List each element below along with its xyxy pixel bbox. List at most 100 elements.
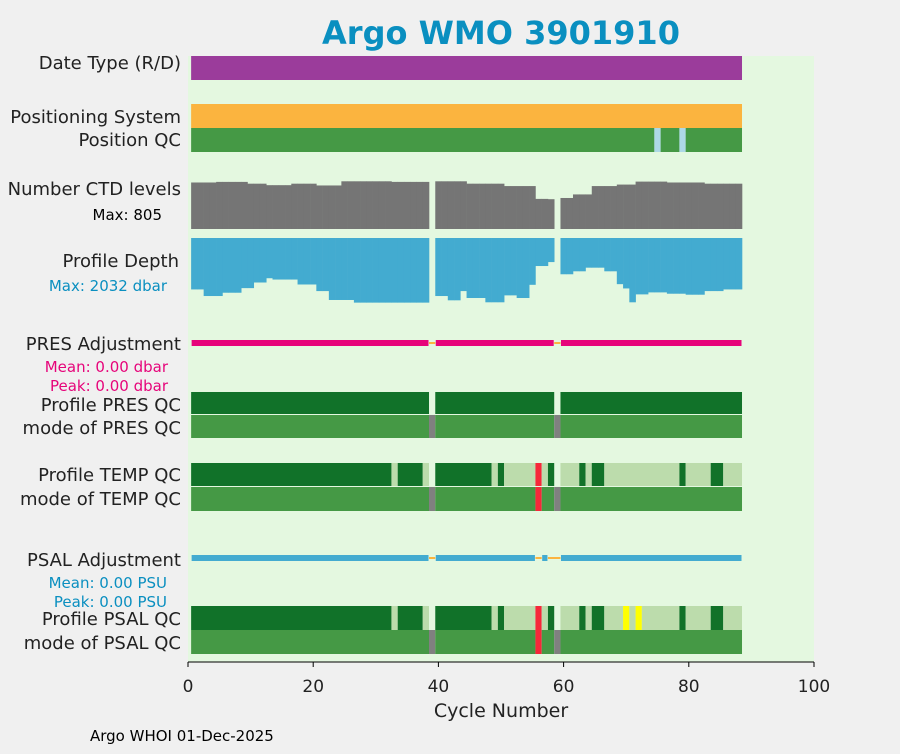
profile-psal-qc-bar xyxy=(635,606,642,630)
ctd-levels-bar xyxy=(234,181,242,229)
profile-depth-bar xyxy=(360,238,367,303)
ctd-levels-bar xyxy=(579,194,586,229)
ctd-levels-bar xyxy=(510,186,517,229)
psal-adjustment-segment xyxy=(429,557,436,559)
ctd-levels-bar xyxy=(391,181,399,229)
profile-depth-bar xyxy=(691,238,699,295)
ctd-levels-bar xyxy=(397,181,405,229)
ctd-levels-bar xyxy=(297,183,305,229)
profile-pres-qc-bar xyxy=(191,392,430,414)
profile-psal-qc-bar xyxy=(547,606,555,630)
profile-depth-bar xyxy=(347,238,355,300)
ctd-levels-bar xyxy=(316,185,323,229)
profile-depth-bar xyxy=(522,238,530,299)
ctd-levels-bar xyxy=(497,183,505,229)
profile-depth-bar xyxy=(203,238,211,297)
ctd-levels-bar xyxy=(641,181,649,229)
position-qc-bar xyxy=(685,128,743,152)
profile-depth-bar xyxy=(410,238,417,303)
ctd-levels-bar xyxy=(504,186,511,229)
profile-depth-bar xyxy=(191,238,198,290)
positioning-system-bar xyxy=(191,104,743,128)
ctd-levels-bar xyxy=(378,181,386,229)
profile-temp-qc-bar xyxy=(710,463,724,486)
ctd-levels-bar xyxy=(479,183,486,229)
x-tick-label: 60 xyxy=(553,677,575,697)
profile-temp-qc-bar xyxy=(560,463,580,486)
psal-mean-annotation: Mean: 0.00 PSU xyxy=(49,574,167,592)
label-positioning-system: Positioning System xyxy=(10,107,181,128)
profile-depth-bar xyxy=(241,238,248,289)
profile-depth-bar xyxy=(472,238,480,299)
profile-psal-qc-bar xyxy=(491,606,498,630)
profile-depth-bar xyxy=(385,238,392,303)
ctd-levels-bar xyxy=(285,185,292,229)
ctd-levels-bar xyxy=(648,181,655,229)
profile-psal-qc-bar xyxy=(535,606,542,630)
ctd-levels-bar xyxy=(485,183,492,229)
profile-depth-bar xyxy=(735,238,743,290)
profile-psal-qc-bar xyxy=(391,606,398,630)
profile-depth-bar xyxy=(209,238,217,297)
profile-depth-bar xyxy=(466,238,474,299)
profile-depth-bar xyxy=(616,238,624,285)
profile-depth-bar xyxy=(454,238,461,301)
profile-depth-bar xyxy=(547,238,555,263)
profile-depth-bar xyxy=(648,238,655,293)
ctd-levels-bar xyxy=(610,186,618,229)
label-mode-psal-qc: mode of PSAL QC xyxy=(24,633,181,654)
mode-pres-qc-bar xyxy=(554,415,561,438)
ctd-levels-bar xyxy=(685,182,693,229)
ctd-levels-bar xyxy=(247,183,255,229)
mode-psal-qc-bar xyxy=(435,630,536,654)
ctd-levels-bar xyxy=(353,181,361,229)
profile-depth-bar xyxy=(585,238,593,268)
profile-psal-qc-bar xyxy=(560,606,580,630)
ctd-levels-bar xyxy=(723,183,730,229)
profile-depth-bar xyxy=(685,238,693,295)
ctd-levels-bar xyxy=(541,198,549,229)
x-tick-label: 20 xyxy=(302,677,324,697)
profile-depth-bar xyxy=(491,238,499,303)
profile-temp-qc-bar xyxy=(723,463,743,486)
mode-pres-qc-bar xyxy=(560,415,743,438)
profile-depth-bar xyxy=(403,238,411,303)
ctd-max-annotation: Max: 805 xyxy=(93,206,162,224)
psal-adjustment-segment xyxy=(535,557,542,559)
ctd-levels-bar xyxy=(416,181,424,229)
profile-temp-qc-bar xyxy=(497,463,505,486)
profile-depth-bar xyxy=(591,238,599,268)
ctd-levels-bar xyxy=(522,186,530,229)
ctd-levels-bar xyxy=(679,182,686,229)
profile-temp-qc-bar xyxy=(679,463,686,486)
profile-temp-qc-bar xyxy=(504,463,536,486)
ctd-levels-bar xyxy=(203,182,211,229)
profile-depth-bar xyxy=(460,238,467,292)
ctd-levels-bar xyxy=(529,186,536,229)
mode-temp-qc-bar xyxy=(191,487,430,511)
ctd-levels-bar xyxy=(454,181,461,229)
profile-temp-qc-bar xyxy=(541,463,548,486)
profile-depth-bar xyxy=(366,238,373,303)
mode-pres-qc-bar xyxy=(435,415,555,438)
profile-depth-bar xyxy=(535,238,542,267)
ctd-levels-bar xyxy=(466,183,474,229)
label-profile-temp-qc: Profile TEMP QC xyxy=(38,465,181,486)
ctd-levels-bar xyxy=(735,183,743,229)
ctd-levels-bar xyxy=(604,186,611,229)
ctd-levels-bar xyxy=(410,181,417,229)
mode-temp-qc-bar xyxy=(435,487,536,511)
profile-depth-bar xyxy=(579,238,586,272)
x-tick-label: 80 xyxy=(678,677,700,697)
ctd-levels-bar xyxy=(197,182,204,229)
profile-depth-bar xyxy=(716,238,724,292)
ctd-levels-bar xyxy=(591,186,599,229)
profile-temp-qc-bar xyxy=(391,463,398,486)
profile-depth-bar xyxy=(629,238,636,303)
label-profile-psal-qc: Profile PSAL QC xyxy=(42,609,181,630)
profile-psal-qc-bar xyxy=(591,606,605,630)
ctd-levels-bar xyxy=(447,181,455,229)
psal-peak-annotation: Peak: 0.00 PSU xyxy=(54,593,167,611)
profile-depth-bar xyxy=(447,238,455,301)
profile-depth-bar xyxy=(635,238,643,295)
